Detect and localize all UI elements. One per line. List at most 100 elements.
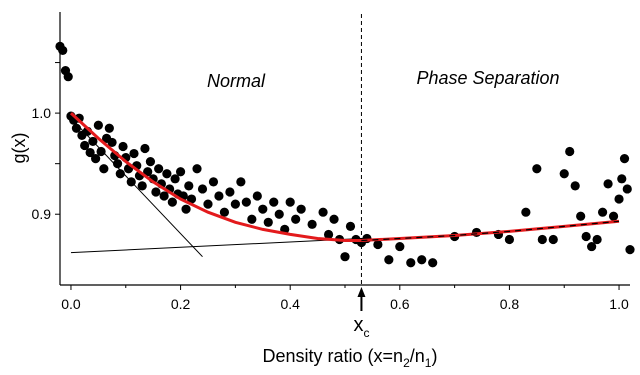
x-tick-label: 0.4 bbox=[280, 296, 300, 312]
data-point bbox=[291, 214, 301, 224]
data-point bbox=[88, 136, 98, 147]
data-point bbox=[395, 241, 405, 252]
data-point bbox=[608, 211, 619, 221]
data-point bbox=[384, 255, 394, 265]
data-point bbox=[258, 204, 268, 214]
phase-separation-label: Phase Separation bbox=[416, 68, 559, 88]
data-point bbox=[162, 169, 172, 179]
data-point bbox=[115, 169, 125, 179]
fit-curve-solid bbox=[69, 111, 362, 242]
data-point bbox=[622, 184, 632, 194]
data-point bbox=[625, 245, 635, 255]
data-point bbox=[80, 140, 90, 151]
x-axis-title: Density ratio (x=n2/n1) bbox=[263, 346, 438, 370]
data-point bbox=[170, 174, 180, 184]
x-axis-title-mid: /n bbox=[410, 346, 425, 366]
data-point bbox=[340, 252, 350, 262]
data-point bbox=[504, 234, 515, 245]
data-point bbox=[71, 123, 82, 133]
fit-curve-dashed-overlay bbox=[361, 220, 620, 242]
data-point bbox=[175, 167, 186, 177]
data-point bbox=[104, 123, 114, 133]
x-axis-title-sub2: 1 bbox=[425, 356, 432, 370]
data-point bbox=[58, 45, 68, 56]
data-point bbox=[614, 194, 624, 204]
data-point bbox=[159, 191, 169, 201]
data-point bbox=[269, 197, 279, 207]
data-point bbox=[587, 241, 597, 252]
data-point bbox=[307, 219, 317, 229]
data-point bbox=[241, 197, 251, 207]
data-point bbox=[225, 187, 235, 197]
data-point bbox=[576, 211, 586, 221]
data-point bbox=[603, 179, 613, 189]
y-tick-label: 1.0 bbox=[32, 105, 52, 121]
data-point bbox=[318, 207, 328, 217]
x-tick-label: 1.0 bbox=[609, 296, 629, 312]
data-point bbox=[417, 255, 427, 265]
data-point bbox=[203, 199, 213, 209]
data-point bbox=[592, 234, 602, 245]
data-point bbox=[181, 204, 191, 214]
data-point bbox=[85, 147, 95, 158]
x-axis-title-end: ) bbox=[431, 346, 437, 366]
data-point bbox=[559, 169, 569, 179]
x-ticks: 0.0 0.2 0.4 0.6 0.8 1.0 bbox=[61, 285, 629, 312]
data-point bbox=[184, 181, 194, 191]
data-point bbox=[186, 194, 197, 204]
x-tick-label: 0.6 bbox=[390, 296, 410, 312]
y-tick-label: 0.9 bbox=[32, 206, 52, 222]
data-point bbox=[154, 164, 164, 174]
data-point bbox=[63, 72, 73, 82]
data-point bbox=[263, 217, 273, 227]
data-point bbox=[140, 143, 150, 154]
data-point bbox=[428, 258, 438, 268]
plot-area: 0.0 0.2 0.4 0.6 0.8 1.0 0.9 1.0 bbox=[32, 12, 635, 312]
data-point bbox=[329, 214, 339, 224]
x-tick-label: 0.8 bbox=[500, 296, 520, 312]
data-point bbox=[247, 214, 257, 224]
data-point bbox=[619, 154, 630, 164]
data-point bbox=[214, 191, 224, 201]
y-ticks: 0.9 1.0 bbox=[32, 62, 60, 222]
data-point bbox=[570, 181, 580, 191]
data-point bbox=[99, 164, 109, 174]
data-point bbox=[345, 221, 356, 231]
data-point bbox=[548, 234, 558, 245]
data-point bbox=[151, 187, 161, 197]
data-point bbox=[126, 177, 136, 187]
data-point bbox=[236, 177, 246, 187]
xc-arrow-head-icon bbox=[357, 287, 366, 297]
xc-label: xc bbox=[353, 314, 369, 340]
xc-label-main: x bbox=[353, 314, 363, 336]
normal-region-label: Normal bbox=[207, 71, 266, 91]
data-point bbox=[197, 184, 208, 194]
tangent-line bbox=[70, 237, 362, 254]
data-point bbox=[96, 146, 106, 157]
axes: 0.0 0.2 0.4 0.6 0.8 1.0 0.9 1.0 bbox=[32, 12, 630, 312]
data-point bbox=[373, 239, 383, 250]
data-point bbox=[252, 191, 262, 201]
data-point bbox=[91, 154, 101, 164]
data-point bbox=[230, 199, 240, 209]
x-tick-label: 0.0 bbox=[61, 296, 81, 312]
data-point bbox=[118, 141, 128, 152]
data-point bbox=[296, 204, 306, 214]
data-point bbox=[537, 234, 547, 245]
data-point bbox=[532, 164, 542, 174]
data-point bbox=[192, 164, 202, 174]
xc-label-subscript: c bbox=[363, 326, 369, 340]
data-point bbox=[219, 207, 230, 217]
data-point bbox=[323, 229, 334, 240]
y-axis-title: g(x) bbox=[9, 133, 29, 164]
data-point bbox=[274, 209, 284, 219]
data-point bbox=[581, 231, 591, 242]
x-axis-title-sub1: 2 bbox=[403, 356, 410, 370]
fit-curve-dashed bbox=[361, 219, 620, 242]
data-point bbox=[145, 157, 156, 167]
data-point bbox=[107, 137, 117, 148]
data-point bbox=[597, 207, 608, 217]
data-point bbox=[137, 181, 147, 191]
xc-marker: xc bbox=[353, 287, 369, 340]
